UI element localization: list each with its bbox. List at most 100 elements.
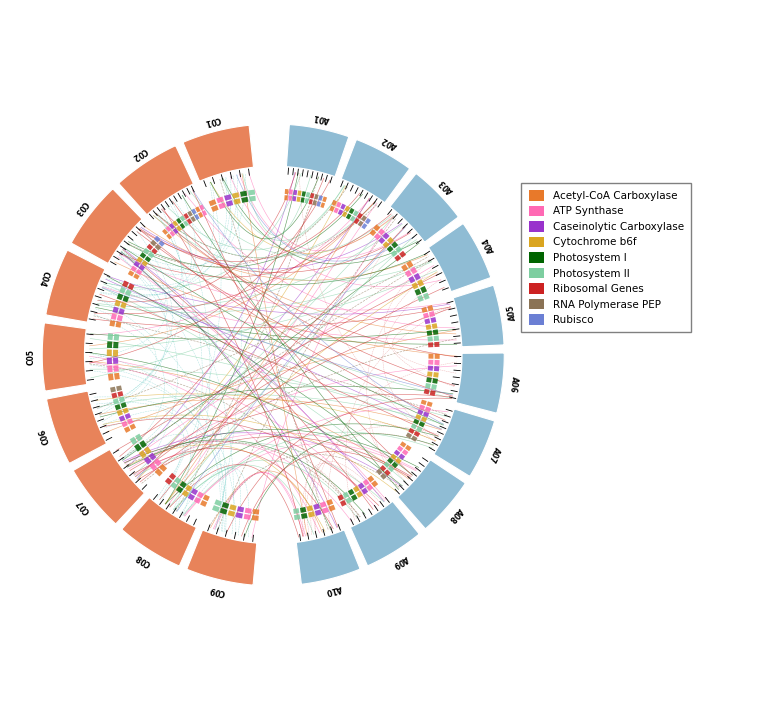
- Polygon shape: [73, 449, 144, 524]
- Polygon shape: [232, 192, 239, 199]
- Polygon shape: [293, 190, 298, 195]
- Polygon shape: [308, 199, 313, 204]
- Polygon shape: [110, 387, 116, 393]
- Polygon shape: [301, 197, 304, 203]
- Polygon shape: [220, 508, 228, 515]
- Polygon shape: [237, 506, 244, 513]
- Polygon shape: [113, 365, 119, 372]
- Polygon shape: [419, 421, 425, 427]
- Polygon shape: [424, 319, 430, 324]
- Polygon shape: [427, 401, 433, 407]
- Polygon shape: [383, 233, 389, 239]
- Polygon shape: [288, 195, 292, 201]
- Polygon shape: [349, 208, 354, 214]
- Polygon shape: [134, 261, 140, 268]
- Polygon shape: [143, 447, 152, 454]
- Polygon shape: [397, 446, 403, 452]
- Polygon shape: [357, 221, 364, 226]
- Polygon shape: [194, 214, 200, 220]
- Polygon shape: [253, 509, 260, 515]
- Polygon shape: [405, 444, 411, 451]
- Polygon shape: [329, 206, 335, 212]
- Polygon shape: [383, 462, 390, 468]
- Polygon shape: [292, 196, 296, 202]
- Polygon shape: [336, 202, 342, 208]
- Polygon shape: [140, 252, 146, 258]
- Polygon shape: [165, 478, 172, 485]
- Polygon shape: [46, 250, 105, 322]
- Polygon shape: [353, 210, 359, 217]
- Polygon shape: [184, 213, 189, 219]
- Polygon shape: [169, 231, 175, 236]
- Polygon shape: [426, 324, 431, 330]
- Polygon shape: [228, 510, 235, 517]
- Polygon shape: [115, 300, 121, 307]
- Polygon shape: [128, 271, 134, 276]
- Text: A02: A02: [380, 135, 398, 151]
- Polygon shape: [130, 424, 136, 430]
- Polygon shape: [430, 317, 436, 323]
- Polygon shape: [405, 270, 412, 278]
- Polygon shape: [373, 224, 380, 231]
- Polygon shape: [112, 307, 118, 313]
- Polygon shape: [398, 460, 465, 529]
- Polygon shape: [139, 265, 145, 271]
- Polygon shape: [187, 211, 193, 217]
- Polygon shape: [235, 513, 243, 518]
- Polygon shape: [427, 371, 433, 377]
- Polygon shape: [391, 241, 398, 248]
- Polygon shape: [137, 256, 143, 263]
- Polygon shape: [125, 289, 131, 296]
- Polygon shape: [135, 434, 143, 442]
- Polygon shape: [293, 508, 299, 514]
- Polygon shape: [149, 462, 157, 471]
- Polygon shape: [143, 248, 150, 254]
- Polygon shape: [432, 323, 437, 329]
- Polygon shape: [122, 408, 129, 414]
- Polygon shape: [357, 213, 363, 219]
- Polygon shape: [411, 282, 418, 290]
- Polygon shape: [416, 426, 423, 432]
- Polygon shape: [180, 481, 187, 488]
- Polygon shape: [338, 209, 343, 215]
- Polygon shape: [165, 226, 172, 232]
- Polygon shape: [187, 530, 257, 585]
- Polygon shape: [224, 195, 231, 201]
- Polygon shape: [214, 499, 222, 506]
- Polygon shape: [423, 412, 429, 417]
- Polygon shape: [107, 349, 112, 356]
- Polygon shape: [127, 418, 134, 425]
- Polygon shape: [386, 246, 393, 253]
- Polygon shape: [180, 215, 185, 222]
- Polygon shape: [142, 260, 148, 266]
- Polygon shape: [209, 200, 216, 206]
- Polygon shape: [345, 206, 350, 212]
- Polygon shape: [421, 307, 427, 313]
- Polygon shape: [124, 426, 131, 433]
- Polygon shape: [358, 483, 364, 489]
- Polygon shape: [154, 459, 162, 466]
- Polygon shape: [116, 386, 122, 391]
- Polygon shape: [114, 373, 120, 380]
- Polygon shape: [380, 473, 387, 480]
- Polygon shape: [183, 221, 189, 226]
- Polygon shape: [119, 397, 125, 403]
- Text: C03: C03: [73, 198, 90, 217]
- Polygon shape: [310, 193, 314, 199]
- Polygon shape: [150, 240, 157, 246]
- Polygon shape: [148, 252, 154, 258]
- Polygon shape: [338, 494, 344, 501]
- Polygon shape: [134, 273, 140, 280]
- Polygon shape: [351, 501, 419, 566]
- Polygon shape: [371, 480, 378, 487]
- Polygon shape: [296, 530, 361, 584]
- Polygon shape: [294, 514, 301, 520]
- Text: A07: A07: [487, 444, 502, 464]
- Polygon shape: [119, 287, 126, 294]
- Polygon shape: [212, 505, 220, 512]
- Polygon shape: [46, 391, 106, 464]
- Polygon shape: [322, 507, 329, 514]
- Polygon shape: [108, 333, 113, 340]
- Polygon shape: [411, 435, 417, 442]
- Polygon shape: [394, 449, 400, 456]
